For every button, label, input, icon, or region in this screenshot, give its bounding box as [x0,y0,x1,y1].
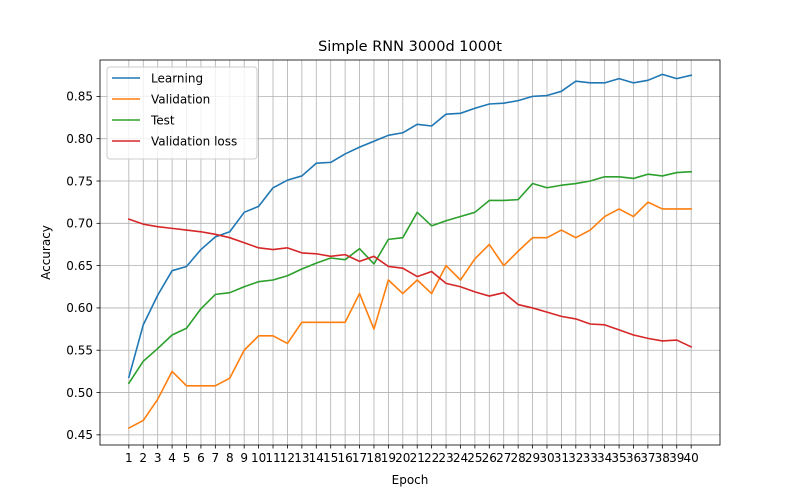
x-tick-label: 10 [251,451,266,465]
legend-box [106,66,258,160]
x-tick-label: 15 [323,451,338,465]
x-tick-label: 3 [154,451,162,465]
series-layer [127,73,693,430]
x-tick-label: 8 [226,451,234,465]
x-tick-label: 33 [583,451,598,465]
x-tick-label: 34 [597,451,612,465]
x-tick-label: 19 [381,451,396,465]
x-tick-label: 7 [212,451,220,465]
legend-label-validation-loss: Validation loss [151,134,237,148]
x-tick-label: 17 [352,451,367,465]
x-tick-label: 13 [294,451,309,465]
x-tick-label: 31 [554,451,569,465]
y-axis-label: Accuracy [39,225,53,280]
x-tick-label: 37 [640,451,655,465]
x-tick-label: 28 [510,451,525,465]
y-tick-label: 0.70 [66,217,93,231]
x-tick-label: 35 [611,451,626,465]
y-tick-label: 0.50 [66,386,93,400]
x-tick-label: 39 [669,451,684,465]
x-tick-label: 11 [265,451,280,465]
x-tick-label: 1 [125,451,133,465]
series-line-validation [127,201,692,430]
x-tick-label: 36 [626,451,641,465]
x-tick-label: 38 [655,451,670,465]
series-line-learning [127,73,693,379]
x-tick-label: 32 [568,451,583,465]
y-tick-label: 0.85 [66,90,93,104]
y-tick-label: 0.55 [66,344,93,358]
x-tick-label: 14 [309,451,324,465]
legend: Learning Validation Test Validation loss [106,66,258,160]
y-tick-label: 0.45 [66,428,93,442]
x-tick-label: 5 [183,451,191,465]
x-tick-label: 24 [453,451,468,465]
y-tick-label: 0.80 [66,132,93,146]
x-tick-label: 9 [240,451,248,465]
y-tick-label: 0.65 [66,259,93,273]
x-tick-label: 23 [438,451,453,465]
x-tick-label: 21 [410,451,425,465]
x-tick-label: 4 [168,451,176,465]
x-tick-label: 20 [395,451,410,465]
x-tick-label: 22 [424,451,439,465]
x-tick-label: 2 [139,451,147,465]
plot-frame [99,59,721,446]
series-line-test [127,170,693,385]
y-tick-label: 0.75 [66,174,93,188]
x-tick-label: 12 [280,451,295,465]
x-tick-label: 6 [197,451,205,465]
legend-label-validation: Validation [151,92,210,106]
legend-label-learning: Learning [151,71,203,85]
legend-label-test: Test [150,113,175,127]
x-tick-label: 30 [539,451,554,465]
x-tick-label: 16 [337,451,352,465]
x-tick-label: 26 [482,451,497,465]
chart-title: Simple RNN 3000d 1000t [318,39,502,55]
x-tick-label: 27 [496,451,511,465]
y-tick-label: 0.60 [66,301,93,315]
ticks: 1 2 3 4 5 6 7 8 9 10 11 12 13 14 15 16 17 18 19 20 21 22 23 24 2… [66,90,699,465]
x-tick-label: 29 [525,451,540,465]
x-tick-label: 18 [366,451,381,465]
x-axis-label: Epoch [392,473,429,487]
x-tick-label: 40 [684,451,699,465]
series-line-validation-loss [127,218,693,348]
x-tick-label: 25 [467,451,482,465]
